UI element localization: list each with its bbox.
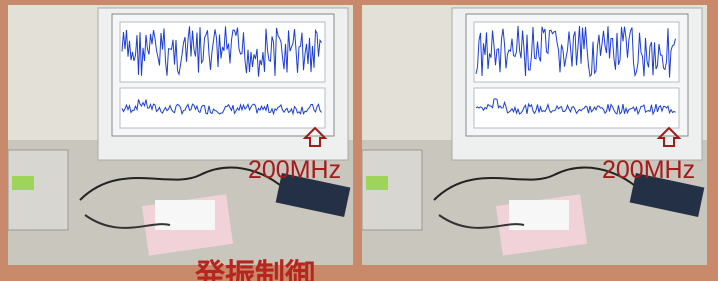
scene: 200MHz 200MHz 発振制御 (0, 0, 718, 281)
photo: 200MHz (362, 5, 707, 265)
plot-bottom (474, 88, 679, 128)
foam (509, 200, 569, 230)
annotation: 200MHz (248, 156, 341, 184)
display (366, 176, 388, 190)
annotation: 200MHz (602, 156, 695, 184)
foam (155, 200, 215, 230)
photo: 200MHz (8, 5, 353, 265)
display (12, 176, 34, 190)
caption: 発振制御 (194, 258, 315, 281)
page: {"photos": [{"annotation": "200MHz"}, {"… (0, 0, 718, 281)
